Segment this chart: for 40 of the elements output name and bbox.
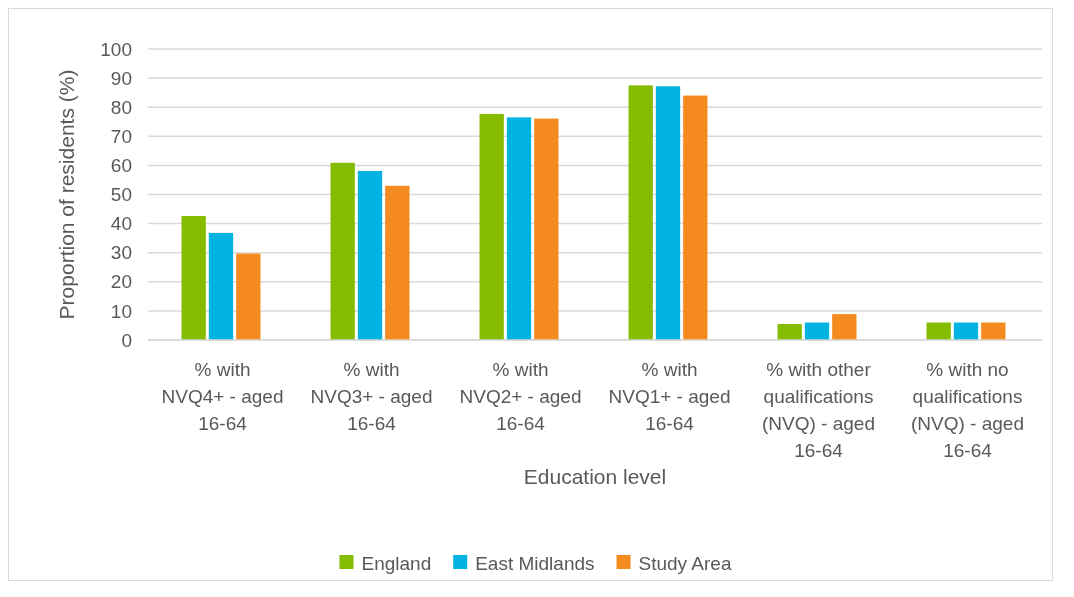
bar xyxy=(181,216,206,340)
y-axis-title: Proportion of residents (%) xyxy=(55,69,78,320)
y-tick-label: 80 xyxy=(110,96,132,118)
x-tick-label: % with NVQ1+ - aged 16-64 xyxy=(608,359,731,434)
y-tick-label: 70 xyxy=(110,125,132,147)
bar xyxy=(804,322,830,340)
x-tick-label: % with NVQ4+ - aged 16-64 xyxy=(161,359,284,434)
y-tick-label: 60 xyxy=(110,155,132,177)
x-axis-title: Education level xyxy=(523,465,667,488)
y-tick-label: 0 xyxy=(121,329,132,351)
y-tick-label: 20 xyxy=(110,271,132,293)
bar xyxy=(683,95,708,340)
y-tick-label: 100 xyxy=(100,38,132,60)
legend-label: Study Area xyxy=(638,552,732,574)
x-tick-label: % with NVQ2+ - aged 16-64 xyxy=(459,359,582,434)
y-tick-label: 30 xyxy=(110,242,132,264)
legend-label: East Midlands xyxy=(475,552,595,574)
x-tick-label: % with no qualifications (NVQ) - aged 16-64 xyxy=(911,359,1024,461)
bar xyxy=(777,324,802,340)
y-tick-label: 50 xyxy=(110,184,132,206)
legend-label: England xyxy=(361,552,432,574)
bar xyxy=(208,232,234,340)
bar xyxy=(385,185,410,340)
bar xyxy=(981,322,1006,340)
bar xyxy=(330,162,355,340)
bar xyxy=(534,118,559,340)
bar xyxy=(832,314,857,340)
y-tick-label: 40 xyxy=(110,213,132,235)
bar xyxy=(953,322,979,340)
x-tick-label: % with other qualifications (NVQ) - aged 16-64 xyxy=(762,359,875,461)
bar xyxy=(655,86,681,340)
bar xyxy=(357,170,383,340)
y-tick-label: 90 xyxy=(110,67,132,89)
bar xyxy=(628,85,653,340)
x-tick-label: % with NVQ3+ - aged 16-64 xyxy=(310,359,433,434)
bar xyxy=(479,113,504,340)
y-tick-label: 10 xyxy=(110,300,132,322)
bar xyxy=(236,253,261,340)
bar xyxy=(926,322,951,340)
bar xyxy=(506,117,532,340)
